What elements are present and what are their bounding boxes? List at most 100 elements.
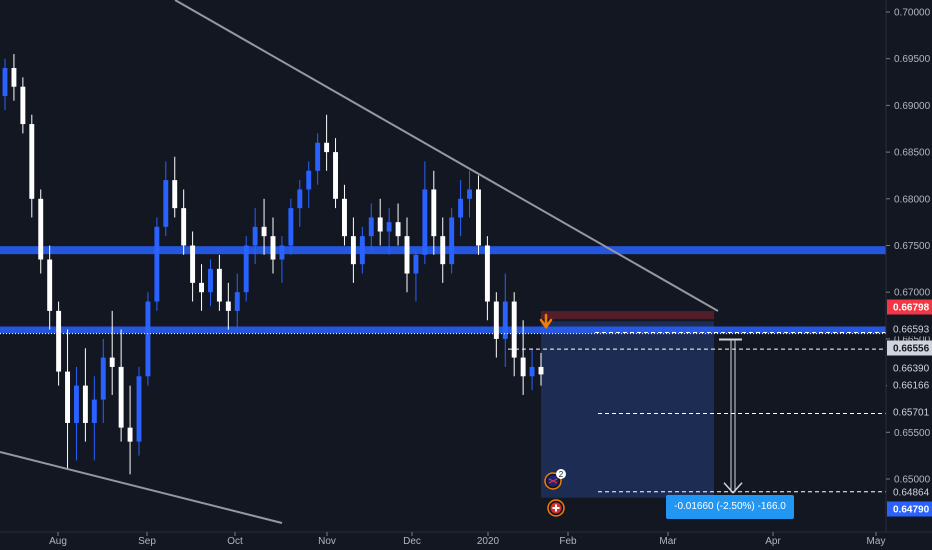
candle-body xyxy=(342,198,347,237)
candle-body xyxy=(127,427,133,442)
candle[interactable] xyxy=(225,282,231,330)
candle[interactable] xyxy=(538,352,544,386)
time-axis-label: Sep xyxy=(138,536,156,547)
candle[interactable] xyxy=(413,250,419,302)
candle-body xyxy=(20,86,26,125)
candle[interactable] xyxy=(74,366,79,461)
candle[interactable] xyxy=(368,203,374,251)
candle[interactable] xyxy=(190,231,196,302)
candle[interactable] xyxy=(154,217,160,311)
candle[interactable] xyxy=(118,329,124,442)
candle[interactable] xyxy=(306,161,312,209)
sell-arrow-icon[interactable] xyxy=(539,313,553,330)
candle[interactable] xyxy=(127,385,133,475)
candle[interactable] xyxy=(163,161,169,237)
stop-loss-zone[interactable] xyxy=(541,311,714,320)
candle[interactable] xyxy=(56,301,62,386)
candle[interactable] xyxy=(422,161,428,265)
candle[interactable] xyxy=(449,208,455,274)
candle[interactable] xyxy=(270,217,276,274)
support-zone[interactable] xyxy=(0,326,886,334)
candle[interactable] xyxy=(458,180,464,237)
candle[interactable] xyxy=(395,203,401,246)
candle[interactable] xyxy=(476,175,481,255)
price-axis-label: 0.68000 xyxy=(894,194,931,205)
candle[interactable] xyxy=(502,273,508,367)
candle[interactable] xyxy=(2,58,8,111)
price-badge xyxy=(887,404,932,420)
candle-body xyxy=(11,68,17,87)
candle-body xyxy=(467,189,472,199)
lower-trendline[interactable] xyxy=(0,451,283,524)
price-badge xyxy=(887,299,932,315)
candle[interactable] xyxy=(297,180,303,227)
candle[interactable] xyxy=(208,259,213,307)
union-jack-mark xyxy=(548,478,558,484)
candle[interactable] xyxy=(199,264,204,311)
candle[interactable] xyxy=(493,292,499,358)
candle[interactable] xyxy=(520,320,526,395)
candle[interactable] xyxy=(243,236,249,302)
candle[interactable] xyxy=(511,292,517,377)
candle[interactable] xyxy=(181,189,187,255)
price-axis-label: 0.69000 xyxy=(894,101,931,112)
candle[interactable] xyxy=(145,292,151,386)
candle[interactable] xyxy=(315,133,321,185)
candle-body xyxy=(422,189,428,255)
candle[interactable] xyxy=(216,254,222,311)
descending-trendline[interactable] xyxy=(174,0,719,312)
candle[interactable] xyxy=(136,366,142,456)
candle-body xyxy=(333,152,338,199)
take-profit-zone[interactable] xyxy=(541,321,714,498)
price-badge xyxy=(887,484,932,500)
candle[interactable] xyxy=(38,189,44,274)
candle[interactable] xyxy=(386,208,392,255)
candle-body xyxy=(431,189,437,237)
candle[interactable] xyxy=(288,198,294,255)
candle[interactable] xyxy=(91,376,97,461)
price-badge-text: 0.66798 xyxy=(893,303,930,314)
candle[interactable] xyxy=(359,226,365,274)
candle[interactable] xyxy=(333,138,338,209)
price-badge-text: 0.65701 xyxy=(893,408,930,419)
candle[interactable] xyxy=(324,114,330,171)
candle[interactable] xyxy=(65,329,70,470)
candle[interactable] xyxy=(20,77,26,134)
candle[interactable] xyxy=(377,198,383,246)
price-badge-text: 0.66166 xyxy=(893,381,930,392)
candle[interactable] xyxy=(252,208,258,265)
candle[interactable] xyxy=(404,217,410,293)
candle[interactable] xyxy=(172,156,178,218)
candle[interactable] xyxy=(29,114,35,218)
candle-body xyxy=(234,292,240,311)
candle[interactable] xyxy=(467,170,472,218)
candle[interactable] xyxy=(342,184,347,246)
price-badge-text: 0.66556 xyxy=(893,344,930,355)
candle-body xyxy=(484,245,490,302)
candle[interactable] xyxy=(279,236,285,283)
candle-body xyxy=(315,142,321,171)
price-axis-label: 0.70000 xyxy=(894,8,931,19)
time-axis-label: Nov xyxy=(318,536,336,547)
candle[interactable] xyxy=(440,217,446,283)
candle[interactable] xyxy=(261,198,267,255)
candle[interactable] xyxy=(529,348,535,391)
candle[interactable] xyxy=(484,236,490,321)
time-axis-label: Feb xyxy=(559,536,577,547)
time-axis-label: Mar xyxy=(659,536,677,547)
candle-body xyxy=(395,222,401,237)
candle[interactable] xyxy=(11,54,17,101)
candle[interactable] xyxy=(82,348,88,442)
candle[interactable] xyxy=(431,170,437,255)
candle-body xyxy=(136,376,142,442)
candle-body xyxy=(413,254,419,274)
candle[interactable] xyxy=(100,338,106,423)
candle[interactable] xyxy=(234,273,240,330)
price-badge xyxy=(887,321,932,337)
candle[interactable] xyxy=(47,245,53,330)
candle[interactable] xyxy=(350,217,356,283)
candle[interactable] xyxy=(109,310,115,395)
